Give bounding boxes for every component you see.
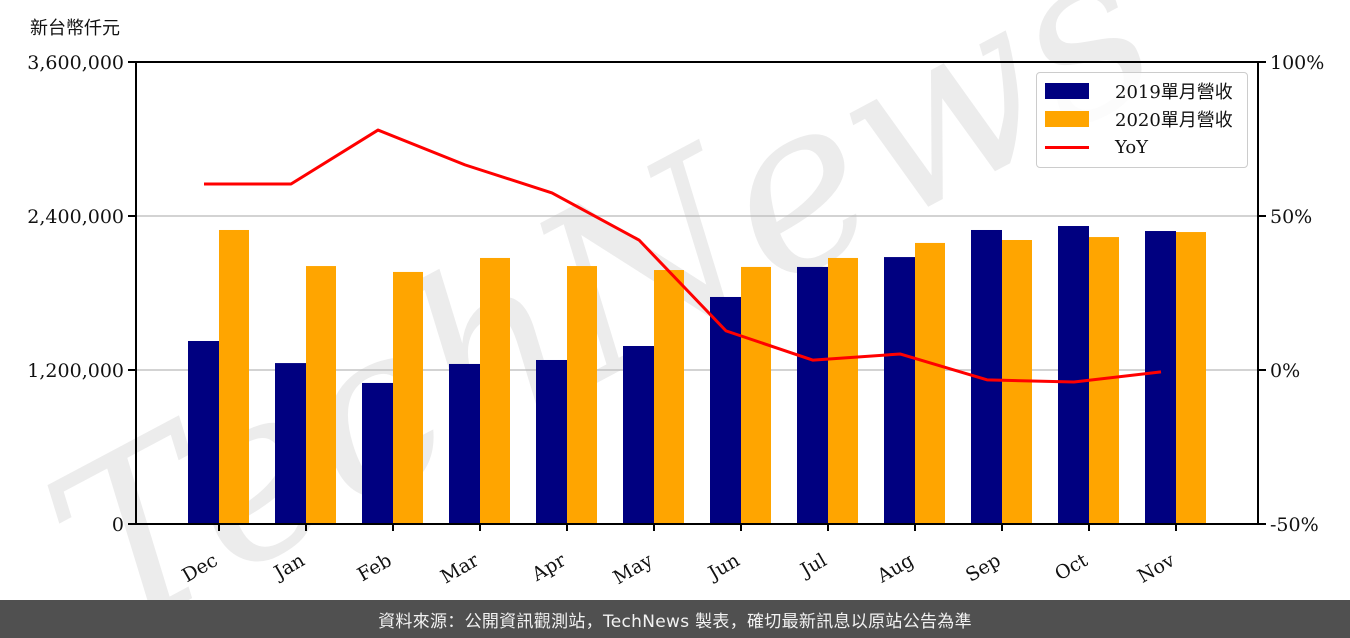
legend-swatch-2019 [1045, 83, 1089, 99]
bar-2019 [275, 363, 306, 524]
legend-label: YoY [1115, 136, 1149, 158]
x-tick-label: Sep [962, 549, 1005, 586]
bar-2020 [654, 270, 684, 524]
y2-tick-label: -50% [1270, 514, 1319, 536]
y2-tick-label: 50% [1270, 206, 1312, 228]
bar-2019 [1058, 226, 1089, 524]
bar-line-chart: TechNews01,200,0002,400,0003,600,000-50%… [10, 0, 1324, 600]
chart-area: TechNews 0 1,200,000 2,400,000 3,600,000 -50%… [10, 0, 1324, 600]
bar-2020 [567, 266, 597, 524]
source-footer: 資料來源：公開資訊觀測站，TechNews 製表，確切最新訊息以原站公告為準 [0, 600, 1350, 638]
legend-label: 2020單月營收 [1115, 110, 1233, 131]
x-tick-label: Jun [703, 549, 744, 585]
x-tick-label: Jul [795, 549, 830, 582]
bar-2020 [219, 229, 249, 524]
y-tick-label: 2,400,000 [27, 206, 124, 228]
bar-2019 [188, 340, 219, 524]
bar-2019 [797, 266, 828, 524]
bar-2020 [393, 271, 423, 524]
bar-2020 [915, 242, 945, 524]
chart-legend: 2019單月營收 2020單月營收 YoY [1036, 72, 1248, 168]
legend-label: 2019單月營收 [1115, 82, 1233, 103]
bar-2019 [623, 346, 654, 524]
bar-2020 [306, 266, 336, 524]
x-tick-label: Aug [873, 549, 918, 588]
yoy-line [204, 128, 1162, 384]
y-axis-unit-label: 新台幣仟元 [30, 18, 120, 39]
bar-2020 [480, 257, 510, 524]
y2-tick-label: 100% [1270, 52, 1324, 74]
x-tick-label: Mar [437, 549, 483, 588]
legend-item-2020: 2020單月營收 [1045, 107, 1233, 131]
y2-tick-label: 0% [1270, 360, 1300, 382]
bar-2019 [884, 257, 915, 524]
bar-2019 [362, 382, 393, 524]
legend-item-yoy: YoY [1045, 135, 1148, 159]
y-tick-label: 0 [112, 514, 124, 536]
x-tick-label: Nov [1134, 549, 1179, 588]
x-tick-label: Apr [527, 549, 570, 586]
bar-2019 [449, 363, 480, 524]
legend-line-yoy [1045, 145, 1089, 149]
legend-swatch-2020 [1045, 111, 1089, 127]
bar-2020 [828, 257, 858, 524]
y-tick-label: 3,600,000 [27, 52, 124, 74]
bar-2020 [1176, 232, 1206, 524]
x-tick-label: May [610, 549, 657, 589]
y-tick-label: 1,200,000 [27, 360, 124, 382]
bar-2019 [536, 359, 567, 524]
bar-2019 [1145, 231, 1176, 524]
bar-2020 [741, 266, 771, 524]
x-tick-label: Oct [1051, 549, 1092, 585]
legend-item-2019: 2019單月營收 [1045, 79, 1233, 103]
